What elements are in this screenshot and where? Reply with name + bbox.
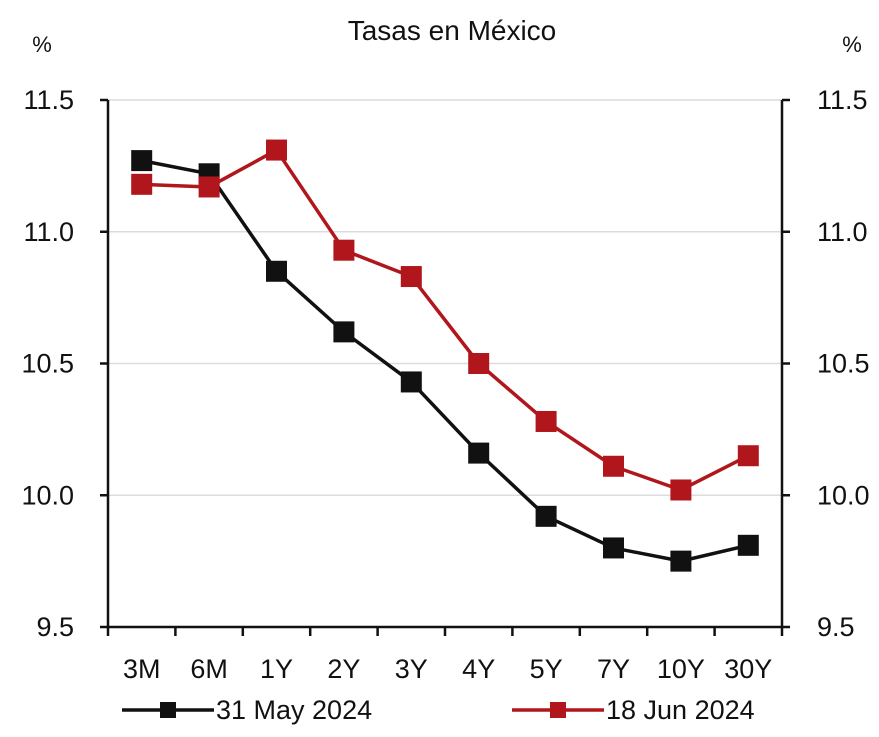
right-axis-unit: % xyxy=(842,32,862,57)
y-tick-label-left: 10.5 xyxy=(21,349,74,379)
series-line xyxy=(141,158,749,563)
y-tick-label-right: 11.5 xyxy=(817,85,868,115)
data-point xyxy=(603,537,624,559)
left-axis-unit: % xyxy=(32,32,52,57)
y-tick-labels: 11.5 11.5 11.0 11.0 10.5 10.5 10.0 10.0 9.5 9.5 xyxy=(21,85,869,642)
legend-label: 31 May 2024 xyxy=(216,695,372,725)
x-tick-label: 3M xyxy=(123,654,161,684)
data-point xyxy=(266,260,287,282)
data-point xyxy=(468,442,490,464)
x-tick-label: 1Y xyxy=(260,654,293,684)
data-point xyxy=(400,371,422,393)
y-tick-label-left: 9.5 xyxy=(36,612,74,642)
series-line xyxy=(141,148,750,492)
series-2 xyxy=(131,139,759,501)
data-point xyxy=(535,505,557,527)
y-tick-label-right: 10.0 xyxy=(817,480,870,510)
data-point xyxy=(333,239,355,261)
data-point xyxy=(131,173,153,195)
data-point xyxy=(266,139,287,161)
legend-item-2: 18 Jun 2024 xyxy=(512,695,755,725)
data-point xyxy=(670,479,692,501)
y-tick-label-left: 10.0 xyxy=(21,480,74,510)
series-1 xyxy=(131,150,759,572)
y-tick-label-right: 11.0 xyxy=(817,217,868,247)
x-tick-label: 6M xyxy=(190,654,228,684)
x-tick-label: 2Y xyxy=(327,654,360,684)
legend-swatch-marker xyxy=(550,702,566,718)
data-point xyxy=(131,150,153,172)
gridlines xyxy=(108,99,782,496)
y-tick-label-left: 11.5 xyxy=(23,85,74,115)
legend-swatch-marker xyxy=(160,702,176,718)
legend-label: 18 Jun 2024 xyxy=(606,695,755,725)
series-lines xyxy=(131,139,759,572)
x-tick-label: 3Y xyxy=(395,654,428,684)
data-point xyxy=(400,266,422,288)
y-tick-label-left: 11.0 xyxy=(23,217,74,247)
data-point xyxy=(468,353,490,374)
x-tick-label: 4Y xyxy=(462,654,495,684)
data-point xyxy=(198,176,220,198)
data-point xyxy=(333,321,355,343)
legend-item-1: 31 May 2024 xyxy=(122,695,372,725)
x-tick-label: 30Y xyxy=(724,654,772,684)
data-point xyxy=(603,455,624,477)
x-tick-label: 5Y xyxy=(530,654,563,684)
x-tick-labels: 3M 6M 1Y 2Y 3Y 4Y 5Y 7Y 10Y 30Y xyxy=(123,654,772,684)
axes xyxy=(100,98,790,636)
legend: 31 May 2024 18 Jun 2024 xyxy=(122,695,755,725)
x-tick-label: 7Y xyxy=(597,654,630,684)
data-point xyxy=(535,410,557,432)
y-tick-label-right: 9.5 xyxy=(817,612,855,642)
data-point xyxy=(737,534,759,556)
y-tick-label-right: 10.5 xyxy=(817,349,870,379)
data-point xyxy=(737,445,759,467)
data-point xyxy=(670,550,692,572)
chart-title: Tasas en México xyxy=(348,15,557,46)
x-tick-label: 10Y xyxy=(657,654,705,684)
